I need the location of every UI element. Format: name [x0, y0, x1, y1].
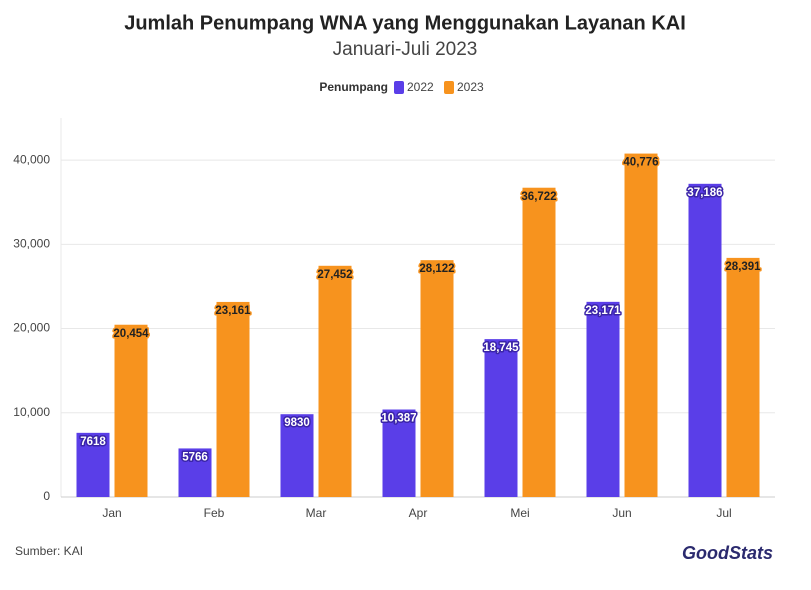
x-tick-label: Mei — [510, 506, 529, 520]
x-tick-label: Mar — [306, 506, 327, 520]
data-label: 27,452 — [317, 269, 352, 281]
data-label: 5766 — [182, 451, 208, 463]
data-label: 36,722 — [521, 191, 556, 203]
bar — [726, 257, 760, 497]
bar — [178, 448, 212, 497]
legend-label: 2023 — [457, 80, 484, 94]
bar — [382, 409, 416, 497]
bar — [522, 187, 556, 497]
y-tick-label: 20,000 — [13, 321, 50, 335]
legend-swatch — [444, 81, 454, 94]
y-tick-label: 40,000 — [13, 152, 50, 166]
x-tick-label: Apr — [409, 506, 428, 520]
bar — [624, 153, 658, 497]
legend-label: 2022 — [407, 80, 434, 94]
chart-title: Jumlah Penumpang WNA yang Menggunakan La… — [124, 12, 686, 34]
x-tick-label: Jan — [102, 506, 121, 520]
legend-swatch — [394, 81, 404, 94]
bar — [484, 339, 518, 497]
data-label: 18,745 — [483, 342, 519, 354]
source: Sumber: KAI — [15, 544, 83, 558]
bar — [216, 301, 250, 497]
chart-subtitle: Januari-Juli 2023 — [333, 39, 478, 60]
data-label: 7618 — [80, 436, 106, 448]
legend-title: Penumpang — [319, 80, 388, 94]
data-label: 40,776 — [623, 157, 658, 169]
x-tick-label: Jul — [716, 506, 731, 520]
data-label: 20,454 — [113, 328, 149, 340]
data-label: 28,122 — [419, 263, 454, 275]
bar — [688, 183, 722, 497]
bar — [318, 265, 352, 497]
brand-logo: GoodStats — [682, 543, 773, 563]
data-label: 37,186 — [687, 187, 722, 199]
bar — [586, 301, 620, 497]
data-label: 23,171 — [585, 305, 621, 317]
bar — [420, 260, 454, 497]
data-label: 9830 — [284, 417, 310, 429]
data-label: 23,161 — [215, 305, 251, 317]
y-tick-label: 10,000 — [13, 405, 50, 419]
data-label: 28,391 — [725, 261, 761, 273]
data-label: 10,387 — [381, 413, 416, 425]
y-tick-label: 0 — [43, 489, 50, 503]
bar — [76, 432, 110, 497]
bar — [280, 414, 314, 497]
x-tick-label: Jun — [612, 506, 631, 520]
y-tick-label: 30,000 — [13, 237, 50, 251]
bar — [114, 324, 148, 497]
x-tick-label: Feb — [204, 506, 225, 520]
